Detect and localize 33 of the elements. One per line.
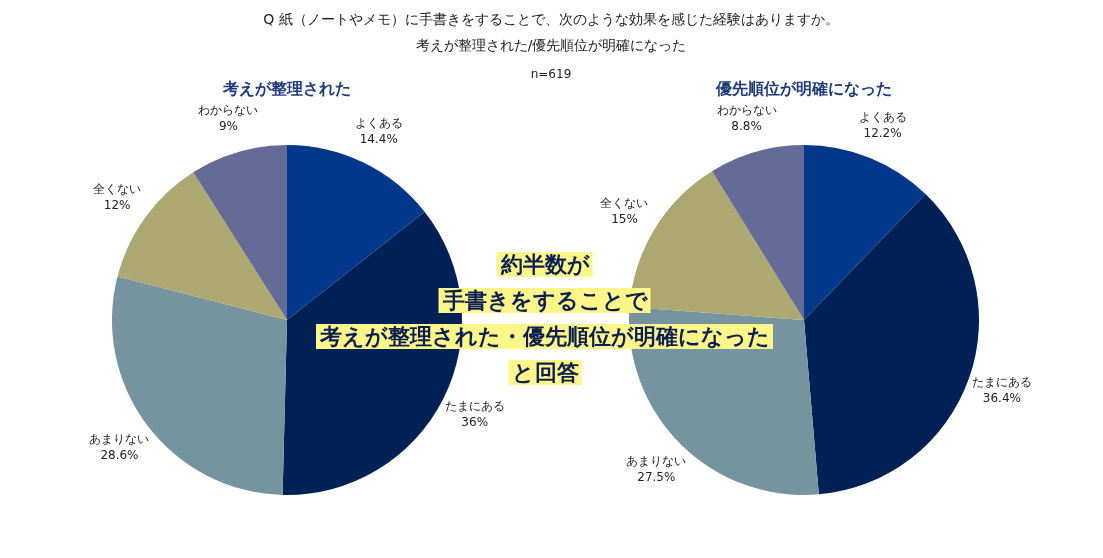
text: n=619 [530, 67, 572, 81]
data-label: 14.4% [359, 132, 398, 147]
text: 約半数が [499, 252, 590, 277]
slice-label: よくある [354, 116, 403, 131]
data-label: 27.5% [637, 470, 676, 485]
slice-label: あまりない [626, 454, 687, 469]
text: 手書きをすることで [441, 288, 648, 313]
slice-label: あまりない [89, 431, 150, 446]
text: 考えが整理された/優先順位が明確になった [415, 37, 687, 53]
slice-label: たまにある [971, 375, 1032, 390]
text: と回答 [511, 360, 579, 385]
pie-slice [712, 145, 804, 320]
data-label: 15% [611, 212, 638, 227]
data-label: 9% [218, 119, 238, 134]
slice-label: 全くない [93, 181, 142, 196]
text: 考えが整理された・優先順位が明確になった [319, 324, 770, 349]
slice-label: たまにある [444, 399, 505, 414]
slice-label: 全くない [600, 196, 649, 211]
data-label: 12% [103, 197, 131, 212]
text: Q 紙（ノートやメモ）に手書きをすることで、次のような効果を感じた経験はありますか。 [263, 11, 839, 27]
pie-slice [287, 145, 425, 320]
data-label: 36.4% [982, 391, 1021, 406]
data-label: 28.6% [100, 447, 139, 462]
slice-label: よくある [858, 110, 907, 125]
chart-title: 考えが整理された [222, 79, 351, 98]
data-label: 8.8% [731, 118, 762, 133]
data-label: 12.2% [863, 126, 902, 141]
slice-label: わからない [716, 102, 777, 117]
pie-slice [193, 145, 287, 320]
chart-title: 優先順位が明確になった [715, 79, 892, 98]
slice-label: わからない [198, 103, 259, 118]
pie-slice [804, 145, 926, 320]
data-label: 36% [461, 415, 489, 430]
